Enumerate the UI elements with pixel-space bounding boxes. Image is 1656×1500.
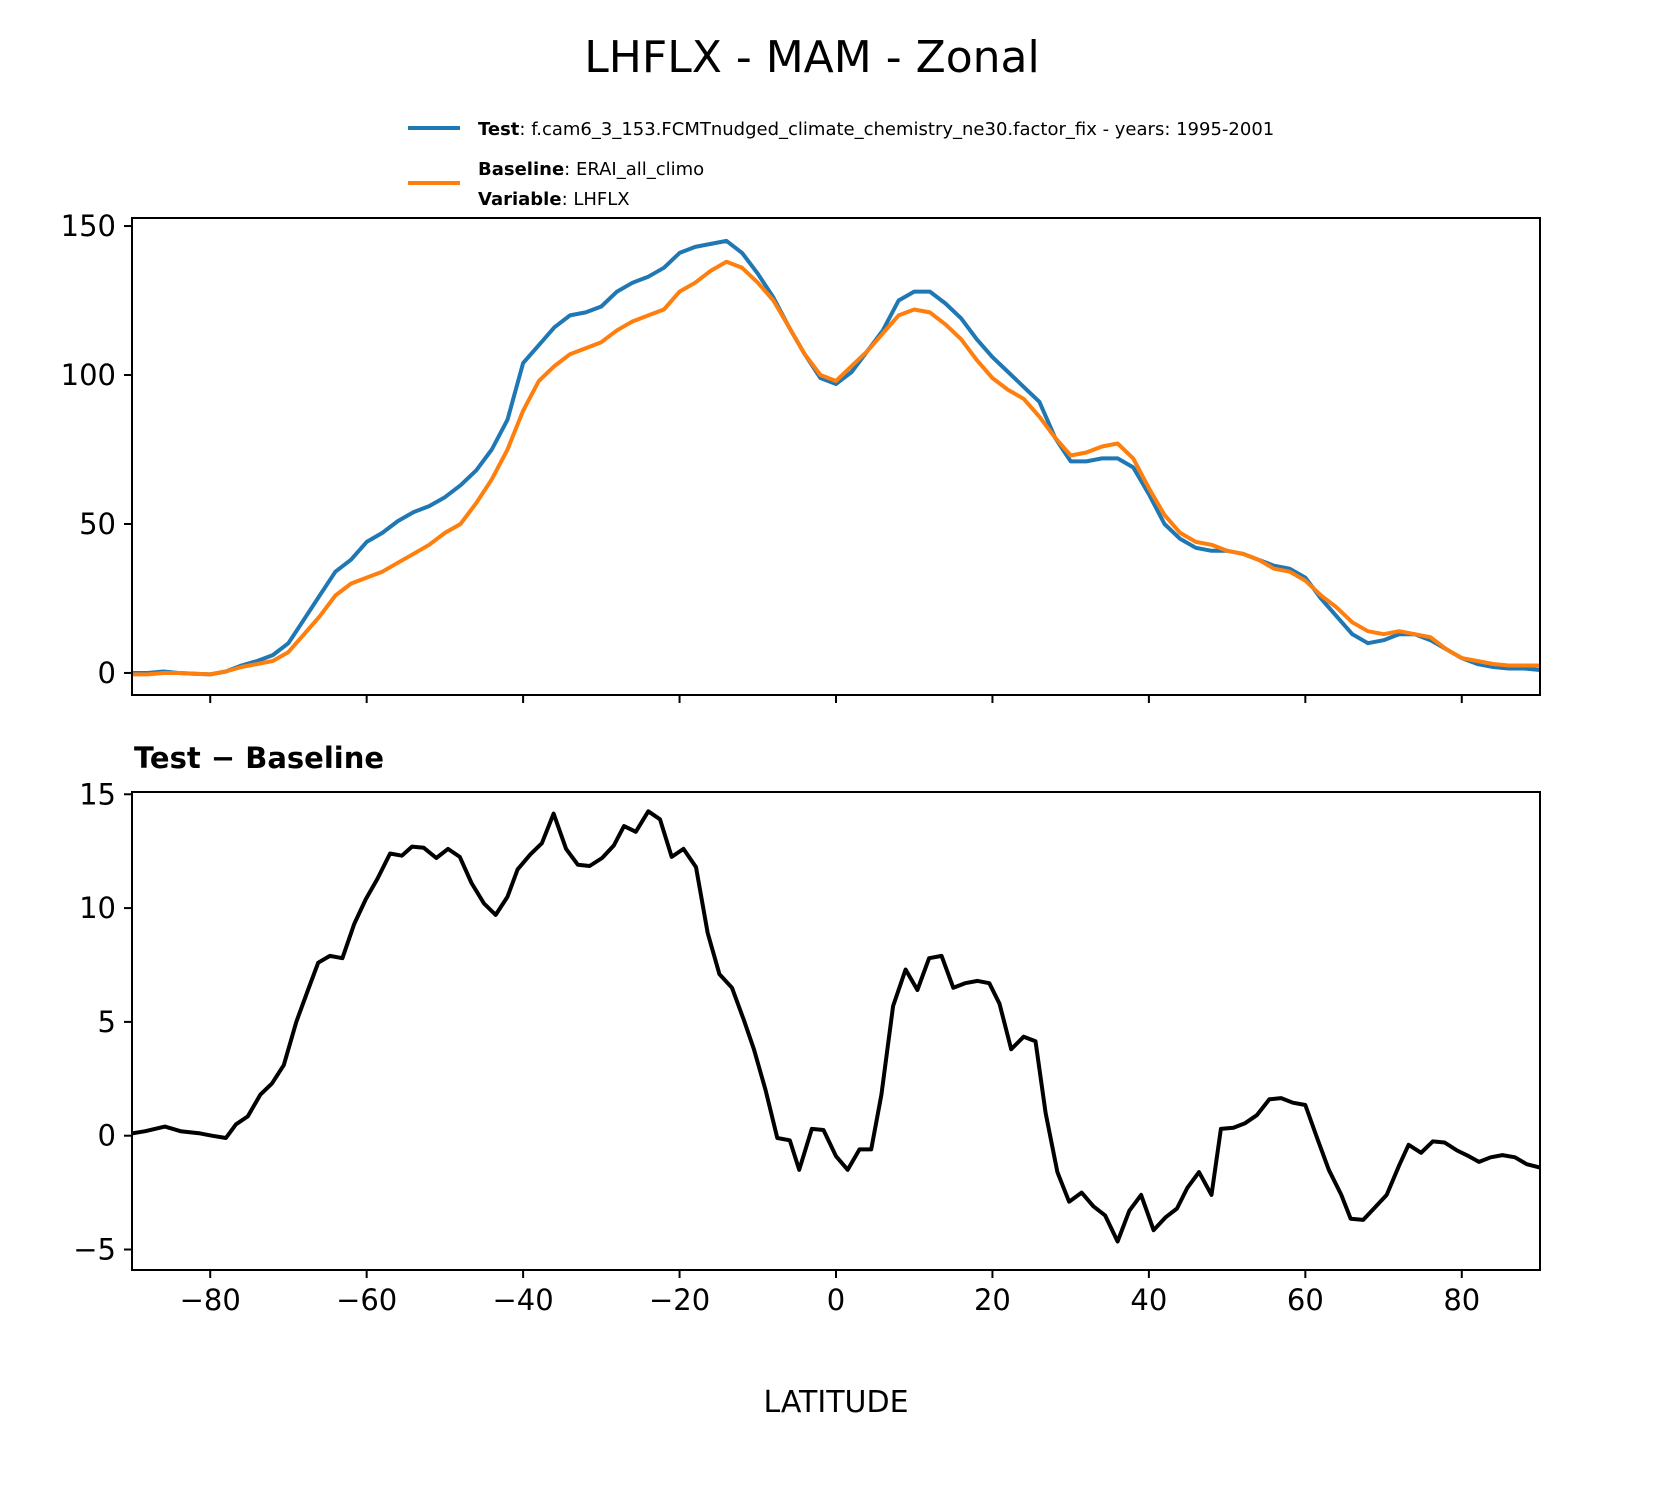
legend-label-baseline: Baseline: ERAI_all_climo [478, 159, 704, 180]
legend-test-key: Test [478, 119, 520, 140]
y-tick-label: 5 [98, 1005, 116, 1039]
x-tick-label: −60 [336, 1283, 397, 1317]
x-axis-label: LATITUDE [763, 1385, 908, 1420]
x-tick-label: 60 [1287, 1283, 1324, 1317]
y-tick-label: 50 [79, 507, 116, 541]
x-tick-label: −80 [180, 1283, 241, 1317]
y-tick-label: −5 [73, 1233, 116, 1267]
legend-baseline-value: : ERAI_all_climo [564, 159, 704, 180]
y-tick-label: 150 [61, 209, 116, 243]
series-line-diff [132, 809, 1540, 1244]
x-tick-label: 20 [974, 1283, 1011, 1317]
legend-variable-key: Variable [478, 189, 562, 210]
x-tick-label: 80 [1443, 1283, 1480, 1317]
y-tick-label: 0 [98, 1119, 116, 1153]
axes-frame [131, 791, 1541, 1271]
figure-title: LHFLX - MAM - Zonal [584, 32, 1039, 83]
y-tick-label: 10 [79, 891, 116, 925]
legend-label-test: Test: f.cam6_3_153.FCMTnudged_climate_ch… [478, 119, 1274, 140]
legend-variable-value: : LHFLX [562, 189, 630, 210]
x-tick-label: 0 [827, 1283, 845, 1317]
top-axes: 0 50 100 150 [61, 209, 1541, 703]
x-tick-label: −40 [493, 1283, 554, 1317]
legend-label-variable: Variable: LHFLX [478, 189, 630, 210]
y-tick-label: 100 [61, 358, 116, 392]
legend: Test: f.cam6_3_153.FCMTnudged_climate_ch… [408, 119, 1274, 210]
x-tick-label: 40 [1130, 1283, 1167, 1317]
series-line-baseline [132, 259, 1540, 677]
bottom-axes: −5 0 5 10 15 −80 −60 −40 −20 0 20 40 60 80 [73, 777, 1541, 1317]
legend-test-value: : f.cam6_3_153.FCMTnudged_climate_chemis… [519, 119, 1274, 140]
bottom-axes-title: Test − Baseline [134, 741, 384, 775]
legend-baseline-key: Baseline [478, 159, 564, 180]
axes-frame [131, 217, 1541, 696]
x-tick-label: −20 [649, 1283, 710, 1317]
y-tick-label: 15 [79, 777, 116, 811]
y-tick-label: 0 [98, 656, 116, 690]
series-line-test [132, 238, 1540, 677]
